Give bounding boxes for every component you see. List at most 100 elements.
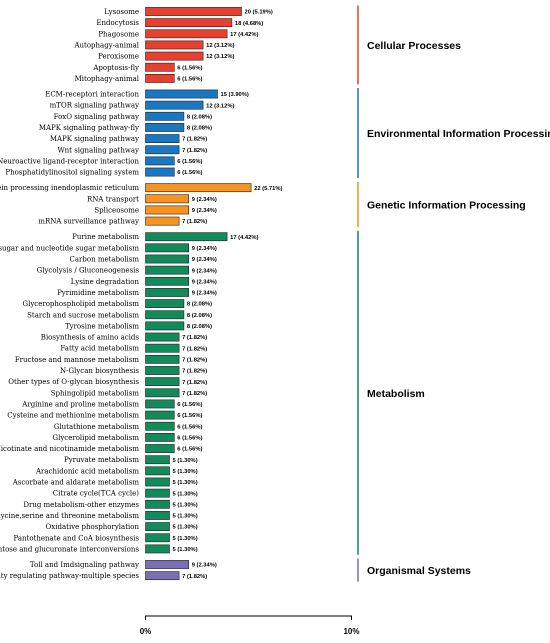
bar-value-label: 9 (2.34%): [192, 246, 217, 252]
bar-row: Tyrosine metabolism 8 (2.08%): [65, 321, 212, 331]
bar: [145, 544, 170, 554]
bar-value-label: 15 (3.90%): [221, 92, 249, 98]
bar-value-label: 6 (1.56%): [177, 159, 202, 165]
bar-row: Glycolysis / Gluconeogenesis 9 (2.34%): [37, 265, 217, 275]
bar: [145, 466, 170, 476]
bar-row: mTOR signaling pathway 12 (3.12%): [50, 100, 235, 110]
bar: [145, 455, 170, 465]
term-label: Sphingolipid metabolism: [51, 389, 140, 397]
bar-row: Wnt signaling pathway 7 (1.82%): [57, 145, 207, 155]
bar-row: Cysteine and methionine metabolism 6 (1.5…: [7, 410, 203, 420]
bar-row: MAPK signaling pathway 7 (1.82%): [50, 134, 207, 143]
bar-value-label: 17 (4.42%): [230, 32, 258, 38]
bar: [145, 183, 252, 193]
bar-value-label: 7 (1.82%): [182, 357, 207, 363]
term-label: Longevity regulating pathway-multiple sp…: [0, 572, 139, 580]
term-label: Wnt signaling pathway: [57, 146, 139, 154]
bar: [145, 410, 175, 420]
term-label: Pantothenate and CoA biosynthesis: [13, 534, 139, 542]
term-label: Phosphatidylinositol signaling system: [5, 169, 139, 177]
bar-value-label: 5 (1.30%): [173, 525, 198, 531]
bar: [145, 343, 180, 353]
term-label: MAPK signaling pathway-fly: [39, 124, 139, 132]
term-label: Pyrimidine metabolism: [57, 289, 139, 297]
bar-row: Other types of O-glycan biosynthesis 7 (1…: [8, 377, 207, 386]
bar: [145, 366, 180, 375]
bar-row: Oxidative phosphorylation 5 (1.30%): [46, 522, 198, 531]
bar-value-label: 8 (2.08%): [187, 302, 212, 308]
bar-row: Pentose and glucuronate interconversions…: [0, 544, 198, 554]
term-label: Endocytosis: [96, 19, 139, 27]
bar-row: N-Glycan biosynthesis 7 (1.82%): [60, 366, 207, 375]
bar: [145, 18, 233, 28]
term-label: Pentose and glucuronate interconversions: [0, 545, 139, 553]
bar: [145, 123, 185, 132]
bar-value-label: 12 (3.12%): [206, 43, 234, 49]
bar: [145, 421, 175, 431]
bar-row: Arachidonic acid metabolism 5 (1.30%): [35, 466, 198, 476]
bar: [145, 488, 170, 498]
bar: [145, 156, 175, 166]
bar-value-label: 7 (1.82%): [182, 391, 207, 397]
bar-value-label: 8 (2.08%): [187, 126, 212, 132]
bar-row: Longevity regulating pathway-multiple sp…: [0, 571, 207, 580]
bar-value-label: 9 (2.34%): [192, 197, 217, 203]
bar-value-label: 8 (2.08%): [187, 324, 212, 330]
term-label: Starch and sucrose metabolism: [27, 311, 139, 319]
bar: [145, 321, 185, 331]
bar-row: Arginine and proline metabolism 6 (1.56%): [21, 399, 203, 408]
bar: [145, 522, 170, 531]
bar: [145, 194, 190, 204]
bar-row: Toll and Imdsignaling pathway 9 (2.34%): [30, 560, 217, 569]
bar-value-label: 6 (1.56%): [177, 402, 202, 408]
x-axis: 0% 10%: [140, 615, 360, 636]
bar-row: Glutathione metabolism 6 (1.56%): [54, 421, 203, 431]
term-label: Autophagy-animal: [73, 41, 139, 49]
bar: [145, 299, 185, 308]
bar-value-label: 7 (1.82%): [182, 380, 207, 386]
bar-value-label: 5 (1.30%): [173, 502, 198, 508]
bar: [145, 243, 190, 253]
term-label: N-Glycan biosynthesis: [60, 367, 139, 375]
bar: [145, 216, 180, 226]
bar-value-label: 5 (1.30%): [173, 469, 198, 475]
bar-row: Pantothenate and CoA biosynthesis 5 (1.30…: [13, 533, 198, 542]
bar-value-label: 7 (1.82%): [182, 346, 207, 352]
bar-value-label: 17 (4.42%): [230, 235, 258, 241]
bar-value-label: 9 (2.34%): [192, 279, 217, 285]
bar-value-label: 7 (1.82%): [182, 574, 207, 580]
bar: [145, 145, 180, 155]
bar-value-label: 6 (1.56%): [177, 77, 202, 83]
bar-row: FoxO signaling pathway 8 (2.08%): [54, 111, 212, 121]
bar: [145, 74, 175, 83]
bar: [145, 7, 242, 16]
bar-row: Fatty acid metabolism 7 (1.82%): [60, 343, 207, 353]
bar-row: Amino sugar and nucleotide sugar metabol…: [0, 243, 217, 253]
bar-row: Pyrimidine metabolism 9 (2.34%): [57, 288, 217, 297]
bar: [145, 388, 180, 398]
bar-row: Endocytosis 18 (4.68%): [96, 18, 263, 28]
bar-value-label: 6 (1.56%): [177, 436, 202, 442]
bar-value-label: 6 (1.56%): [177, 447, 202, 453]
term-label: Cysteine and methionine metabolism: [7, 412, 139, 420]
bar-value-label: 5 (1.30%): [173, 458, 198, 464]
bar-value-label: 6 (1.56%): [177, 413, 202, 419]
group-label: Organismal Systems: [367, 565, 471, 577]
bar-row: Glycerophospholipid metabolism 8 (2.08%): [23, 299, 212, 308]
bar: [145, 511, 170, 520]
term-label: Amino sugar and nucleotide sugar metabol…: [0, 244, 139, 252]
bar-value-label: 9 (2.34%): [192, 563, 217, 569]
x-tick-label-0: 0%: [140, 627, 152, 636]
bar-row: Carbon metabolism 9 (2.34%): [70, 254, 217, 264]
bar: [145, 310, 185, 320]
term-label: Drug metabolism-other enzymes: [23, 501, 139, 509]
bar: [145, 51, 204, 61]
bar-row: Phosphatidylinositol signaling system 6 (…: [5, 167, 203, 177]
group-label: Environmental Information Processing: [367, 128, 550, 140]
bar-value-label: 7 (1.82%): [182, 335, 207, 341]
term-label: Phagosome: [98, 30, 139, 38]
bar-value-label: 22 (5.71%): [254, 186, 282, 192]
bar-row: Pyruvate metabolism 5 (1.30%): [64, 455, 198, 465]
term-label: Toll and Imdsignaling pathway: [30, 561, 139, 569]
bar: [145, 288, 190, 297]
